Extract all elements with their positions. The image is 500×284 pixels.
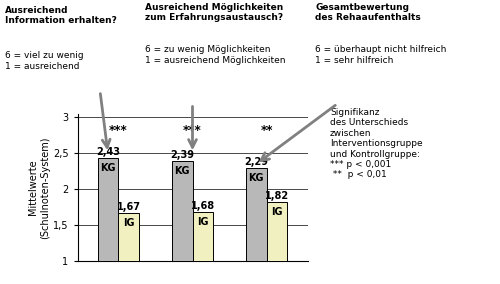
Bar xyxy=(172,161,192,261)
Text: KG: KG xyxy=(100,163,116,173)
Text: 1,82: 1,82 xyxy=(265,191,289,201)
Text: Ausreichend
Information erhalten?: Ausreichend Information erhalten? xyxy=(5,6,117,25)
Text: Signifikanz
des Unterschieds
zwischen
Interventionsgruppe
und Kontrollgruppe:
**: Signifikanz des Unterschieds zwischen In… xyxy=(330,108,422,179)
Text: **: ** xyxy=(260,124,273,137)
Y-axis label: Mittelwerte
(Schulnoten-System): Mittelwerte (Schulnoten-System) xyxy=(28,136,50,239)
Bar xyxy=(246,168,266,261)
Bar xyxy=(192,212,214,261)
Text: ***: *** xyxy=(183,124,202,137)
Text: ***: *** xyxy=(109,124,128,137)
Bar xyxy=(118,213,139,261)
Text: IG: IG xyxy=(123,218,134,228)
Text: 2,29: 2,29 xyxy=(244,157,268,167)
Text: KG: KG xyxy=(174,166,190,176)
Text: 1,68: 1,68 xyxy=(191,201,215,211)
Bar xyxy=(266,202,287,261)
Text: Ausreichend Möglichkeiten
zum Erfahrungsaustausch?: Ausreichend Möglichkeiten zum Erfahrungs… xyxy=(145,3,283,22)
Text: 1,67: 1,67 xyxy=(116,202,140,212)
Text: 2,39: 2,39 xyxy=(170,150,194,160)
Bar xyxy=(98,158,118,261)
Text: 6 = zu wenig Möglichkeiten
1 = ausreichend Möglichkeiten: 6 = zu wenig Möglichkeiten 1 = ausreiche… xyxy=(145,45,286,65)
Text: 6 = überhaupt nicht hilfreich
1 = sehr hilfreich: 6 = überhaupt nicht hilfreich 1 = sehr h… xyxy=(315,45,446,65)
Text: 2,43: 2,43 xyxy=(96,147,120,157)
Text: IG: IG xyxy=(197,217,208,227)
Text: IG: IG xyxy=(272,207,283,217)
Text: Gesamtbewertung
des Rehaaufenthalts: Gesamtbewertung des Rehaaufenthalts xyxy=(315,3,421,22)
Text: 6 = viel zu wenig
1 = ausreichend: 6 = viel zu wenig 1 = ausreichend xyxy=(5,51,84,70)
Text: KG: KG xyxy=(248,174,264,183)
